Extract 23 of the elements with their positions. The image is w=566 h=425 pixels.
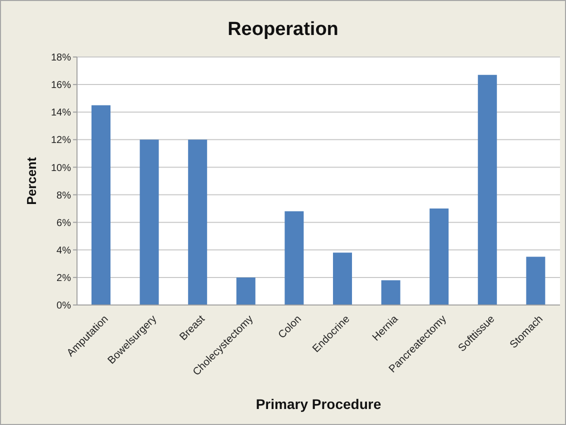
chart-title: Reoperation — [226, 19, 340, 41]
bar — [526, 256, 546, 305]
x-axis-title: Primary Procedure — [256, 396, 382, 412]
y-tick-label: 12% — [50, 135, 72, 146]
bar — [430, 208, 449, 305]
bar — [236, 277, 256, 305]
bar — [140, 140, 159, 305]
y-tick-label: 14% — [50, 108, 72, 119]
y-tick-label: 10% — [50, 162, 72, 174]
y-tick-label: 16% — [50, 80, 72, 92]
y-axis-title: Percent — [24, 156, 39, 205]
bar — [188, 140, 208, 305]
bar — [91, 105, 110, 305]
y-tick-label: 18% — [50, 52, 72, 64]
y-tick-label: 6% — [56, 218, 72, 229]
bar — [478, 74, 497, 305]
bar — [284, 211, 304, 305]
y-tick-label: 2% — [56, 272, 72, 284]
y-tick-label: 4% — [56, 245, 72, 256]
bar — [381, 280, 400, 305]
bar — [332, 252, 352, 305]
y-tick-label: 0% — [56, 300, 72, 312]
y-tick-label: 8% — [56, 190, 72, 202]
